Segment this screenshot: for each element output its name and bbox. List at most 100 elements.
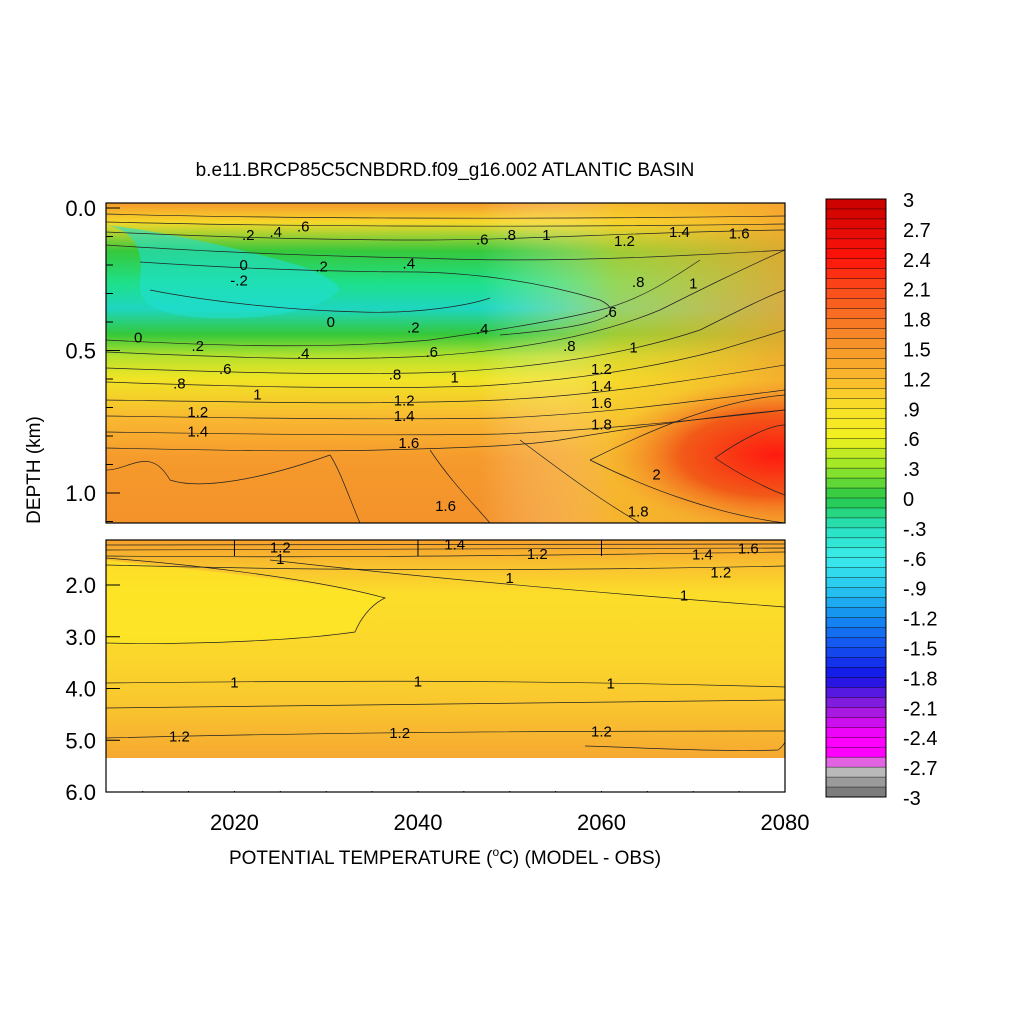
contour-label: .8 bbox=[632, 274, 645, 291]
colorbar-swatch bbox=[825, 687, 887, 698]
contour-line bbox=[106, 364, 785, 404]
colorbar-swatch bbox=[825, 248, 887, 260]
x-tick-label: 2080 bbox=[761, 810, 810, 835]
contour-line bbox=[106, 680, 785, 688]
y-tick-label: 0.5 bbox=[65, 339, 96, 364]
chart-title: b.e11.BRCP85C5CNBDRD.f09_g16.002 ATLANTI… bbox=[196, 160, 695, 181]
contour-label: 0 bbox=[239, 257, 247, 274]
colorbar-swatch bbox=[825, 527, 887, 539]
contour-line bbox=[106, 409, 785, 452]
contour-line bbox=[106, 249, 785, 359]
x-tick-label: 2040 bbox=[393, 810, 442, 835]
contour-line bbox=[106, 329, 785, 389]
colorbar-swatch bbox=[825, 717, 887, 728]
contour-lines-upper bbox=[106, 213, 785, 523]
colorbar-swatch bbox=[825, 398, 887, 409]
contour-line bbox=[106, 557, 387, 644]
colorbar-swatch bbox=[825, 198, 887, 210]
contour-label: -.2 bbox=[230, 273, 248, 290]
contour-line bbox=[106, 454, 361, 523]
contour-label: 1.4 bbox=[591, 378, 612, 395]
contour-label: 1 bbox=[230, 674, 238, 691]
contour-line bbox=[584, 730, 785, 751]
contour-line bbox=[149, 289, 491, 313]
contour-label: 1 bbox=[276, 551, 284, 568]
colorbar-tick-label: .3 bbox=[903, 459, 920, 481]
contour-label: .8 bbox=[563, 338, 576, 355]
colorbar-tick-label: -.3 bbox=[903, 519, 926, 541]
contour-label: 1.8 bbox=[628, 504, 649, 521]
contour-line bbox=[106, 551, 785, 558]
contour-label: 1.2 bbox=[710, 565, 731, 582]
colorbar-swatch bbox=[825, 517, 887, 529]
colorbar-swatch bbox=[825, 348, 887, 359]
contour-line bbox=[714, 457, 785, 496]
y-tick-label: 0.0 bbox=[65, 196, 96, 221]
contour-label: .6 bbox=[219, 361, 232, 378]
colorbar-swatch bbox=[825, 537, 887, 549]
y-tick-label: 2.0 bbox=[65, 573, 96, 598]
contour-label: 0 bbox=[134, 330, 142, 347]
colorbar-swatch bbox=[825, 746, 887, 758]
colorbar-tick-label: 1.5 bbox=[903, 340, 931, 362]
colorbar-swatch bbox=[825, 368, 887, 379]
colorbar-tick-label: 2.4 bbox=[903, 250, 931, 272]
contour-labels-upper: .2.4.60-.2.2.4.6.8 1 1.21.4 1.6.8 1.60.2.40.… bbox=[134, 219, 750, 521]
contour-label: 1.4 bbox=[692, 546, 713, 563]
contour-label: 1.2 bbox=[591, 361, 612, 378]
contour-label: .2 bbox=[407, 320, 420, 337]
contour-label: 1.2 bbox=[591, 723, 612, 740]
contour-label: .8 bbox=[173, 375, 186, 392]
contour-label: .4 bbox=[297, 345, 310, 362]
contour-label: 1 bbox=[451, 370, 459, 387]
contour-line bbox=[106, 730, 785, 739]
colorbar-swatch bbox=[825, 208, 887, 220]
colorbar-swatch bbox=[825, 438, 887, 449]
colorbar-swatch bbox=[825, 557, 887, 569]
colorbar-tick-label: -2.1 bbox=[903, 698, 937, 720]
contour-line bbox=[589, 394, 785, 461]
contour-label: 1.6 bbox=[738, 540, 759, 557]
colorbar-swatch bbox=[825, 238, 887, 250]
colorbar-swatch bbox=[825, 467, 887, 479]
colorbar-swatch bbox=[825, 607, 887, 619]
colorbar-swatch bbox=[825, 328, 887, 340]
colorbar-labels: 3 2.7 2.4 2.1 1.8 1.5 1.2 .9 .6 .3 0 -.3 -.6 -.9 -1.2 -… bbox=[903, 190, 937, 810]
colorbar-swatch bbox=[825, 507, 887, 519]
colorbar-tick-label: -1.2 bbox=[903, 609, 937, 631]
contour-label: 1 bbox=[689, 276, 697, 293]
contour-line bbox=[106, 547, 785, 551]
colorbar-frame bbox=[825, 198, 887, 798]
contour-label: 1.2 bbox=[394, 392, 415, 409]
colorbar-swatch bbox=[825, 338, 887, 349]
colorbar-swatch bbox=[825, 737, 887, 748]
contour-label: .6 bbox=[604, 304, 617, 321]
colorbar-swatch bbox=[825, 677, 887, 688]
y-tick-label: 4.0 bbox=[65, 677, 96, 702]
contour-line bbox=[106, 289, 785, 374]
y-axis-lower: 2.0 3.0 4.0 5.0 6.0 bbox=[65, 573, 784, 805]
colorbar-swatch bbox=[825, 447, 887, 459]
colorbar-swatch bbox=[825, 487, 887, 499]
colorbar-swatch bbox=[825, 647, 887, 658]
y-tick-label: 1.0 bbox=[65, 481, 96, 506]
y-tick-label: 3.0 bbox=[65, 625, 96, 650]
colorbar-tick-label: 2.1 bbox=[903, 280, 931, 302]
colorbar-swatch bbox=[825, 776, 887, 788]
colorbar-swatch bbox=[825, 627, 887, 639]
contour-label: .8 bbox=[389, 367, 402, 384]
colorbar-swatch bbox=[825, 288, 887, 300]
contour-line bbox=[519, 439, 641, 523]
y-tick-label: 6.0 bbox=[65, 780, 96, 805]
contour-label: 1 bbox=[542, 227, 550, 244]
colorbar-tick-label: -2.7 bbox=[903, 758, 937, 780]
colorbar-swatch bbox=[825, 388, 887, 399]
x-axis-label: POTENTIAL TEMPERATURE (oC) (MODEL - OBS) bbox=[229, 845, 661, 869]
contour-label: 1 bbox=[506, 570, 514, 587]
colorbar-tick-label: -1.8 bbox=[903, 668, 937, 690]
contour-label: .4 bbox=[269, 224, 282, 241]
colorbar-swatch bbox=[825, 477, 887, 489]
contour-label: 1.6 bbox=[591, 395, 612, 412]
colorbar-swatch bbox=[825, 587, 887, 599]
